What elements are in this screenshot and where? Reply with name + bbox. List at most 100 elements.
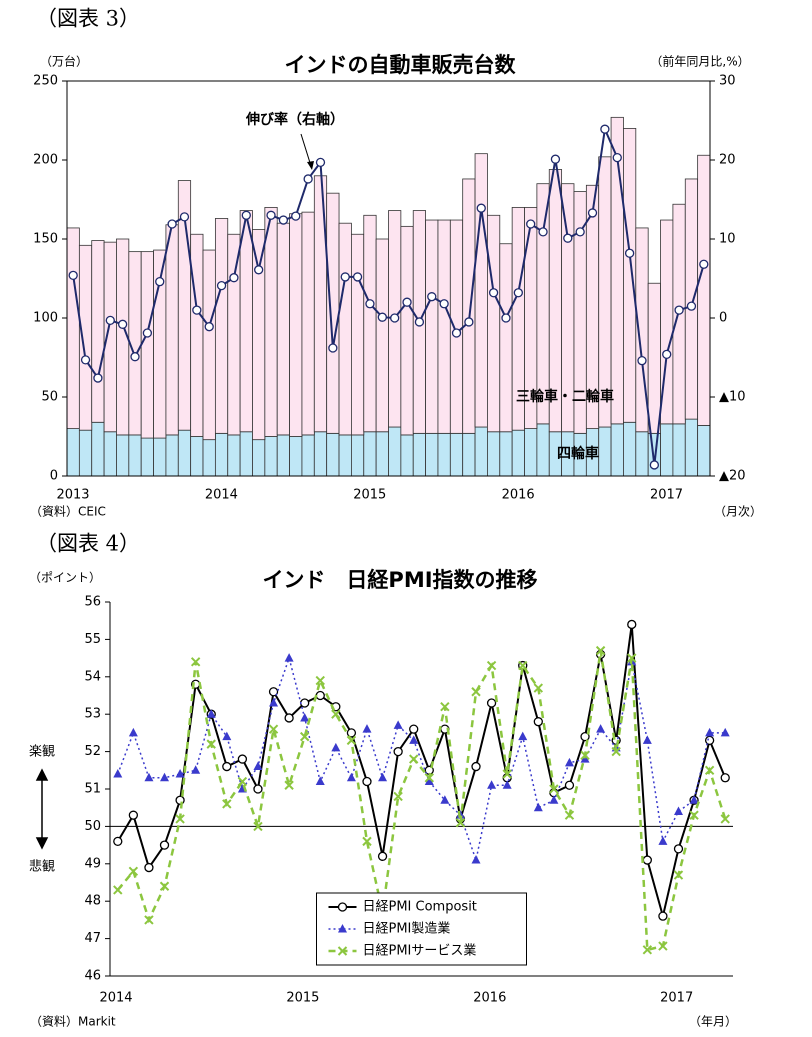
point	[128, 810, 139, 820]
y-tick-label: 46	[84, 969, 101, 984]
point	[346, 728, 357, 738]
bar	[363, 214, 377, 433]
series-label: 四輪車	[557, 445, 599, 462]
point	[340, 272, 350, 282]
point	[284, 713, 294, 723]
point	[284, 653, 294, 662]
plot-frame	[66, 80, 711, 477]
point	[365, 299, 375, 309]
point	[720, 727, 730, 737]
point	[439, 299, 449, 309]
y-tick-label: 54	[84, 669, 101, 684]
point	[237, 754, 248, 764]
point	[284, 780, 294, 790]
point	[455, 817, 466, 828]
figure-label: （図表 4）	[36, 532, 140, 556]
y-tick-label: 150	[33, 232, 58, 247]
legend-label: 日経PMI Composit	[363, 900, 477, 915]
y2-tick-label: 30	[719, 74, 736, 89]
bar	[91, 421, 105, 477]
bar	[128, 434, 142, 477]
point	[331, 709, 341, 719]
label-arrow	[300, 133, 312, 167]
point	[113, 836, 123, 847]
series-line	[116, 650, 727, 952]
bar	[697, 154, 711, 426]
point	[113, 769, 123, 778]
point	[144, 862, 154, 873]
point	[451, 328, 462, 338]
point	[315, 675, 325, 686]
legend-label: 日経PMI製造業	[363, 921, 451, 937]
point	[580, 731, 590, 742]
bar	[610, 423, 624, 477]
bar	[449, 219, 464, 434]
bar	[623, 127, 637, 423]
point	[704, 735, 715, 746]
bar	[301, 211, 315, 436]
bar	[437, 219, 451, 434]
x-tick-label: 2016	[502, 488, 535, 503]
point	[587, 208, 598, 218]
bar	[289, 213, 303, 437]
point	[253, 821, 263, 832]
bar	[623, 421, 637, 477]
bar	[511, 429, 525, 477]
y2-unit: （前年同月比,%）	[650, 54, 749, 69]
point	[673, 806, 683, 815]
bar	[412, 432, 426, 477]
bar	[400, 434, 414, 477]
annotation: 楽観	[29, 744, 55, 760]
bar	[165, 434, 179, 477]
arrow	[35, 768, 49, 850]
bar	[462, 432, 476, 477]
series-label: 三輪車・二輪車	[516, 388, 614, 405]
point	[518, 731, 528, 741]
point	[487, 780, 497, 789]
bar	[66, 428, 80, 477]
bar	[264, 206, 278, 437]
bar	[684, 178, 699, 420]
point	[128, 727, 138, 737]
bar	[116, 434, 130, 477]
bar	[66, 227, 80, 430]
x-tick-label: 2016	[473, 991, 506, 1006]
y-tick-label: 47	[84, 931, 101, 946]
point	[159, 840, 170, 850]
point	[642, 855, 652, 865]
point	[167, 219, 177, 229]
point	[390, 313, 400, 323]
point	[160, 772, 170, 782]
point	[704, 765, 715, 776]
bar	[313, 431, 328, 477]
point	[575, 227, 585, 237]
point	[427, 292, 437, 302]
y2-tick-label: 20	[719, 153, 736, 168]
bar	[252, 229, 266, 441]
bar	[351, 434, 365, 477]
point	[424, 773, 434, 783]
bar	[499, 243, 513, 433]
point	[686, 301, 697, 311]
point	[159, 881, 170, 891]
point	[414, 317, 425, 327]
bar	[190, 233, 204, 437]
bar	[140, 437, 154, 477]
y-tick-label: 51	[84, 782, 101, 797]
point	[471, 855, 481, 864]
point	[80, 355, 91, 365]
bar	[499, 431, 513, 477]
source: （資料）CEIC	[30, 505, 106, 519]
x-tick-label: 2013	[56, 488, 89, 503]
bar	[276, 434, 290, 477]
bar	[326, 432, 340, 477]
y-tick-label: 49	[84, 856, 101, 871]
annotation: 悲観	[29, 859, 55, 875]
bar	[697, 425, 711, 477]
point	[538, 227, 548, 237]
point	[518, 660, 528, 671]
x-unit: （年月）	[689, 1015, 737, 1029]
point	[268, 687, 279, 697]
point	[580, 750, 590, 761]
y-tick-label: 48	[84, 894, 101, 909]
